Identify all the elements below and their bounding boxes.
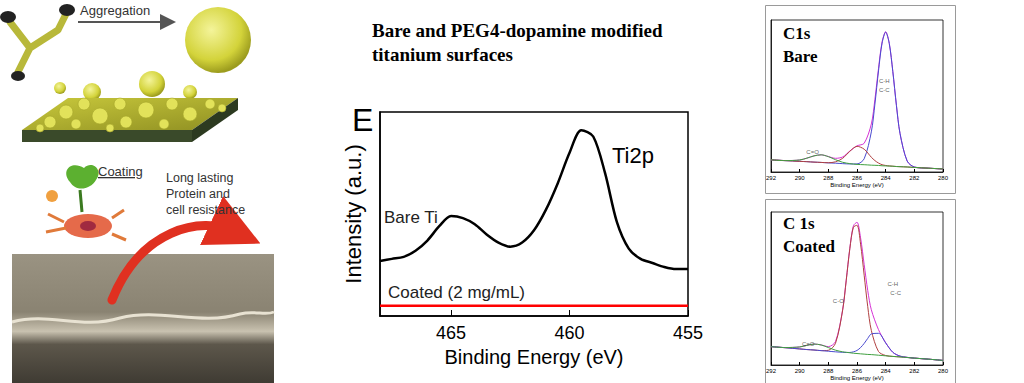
svg-text:284: 284	[881, 175, 892, 181]
svg-text:Binding Energy (eV): Binding Energy (eV)	[830, 375, 884, 381]
svg-text:C-H: C-H	[879, 78, 890, 84]
svg-text:282: 282	[909, 368, 920, 374]
svg-text:Binding Energy (eV): Binding Energy (eV)	[830, 182, 884, 188]
html-text:titanium surfaces: titanium surfaces	[372, 44, 513, 65]
svg-text:286: 286	[852, 368, 863, 374]
svg-text:280: 280	[938, 368, 949, 374]
svg-text:284: 284	[881, 368, 892, 374]
svg-text:455: 455	[673, 323, 703, 343]
svg-text:288: 288	[823, 175, 834, 181]
svg-text:292: 292	[766, 368, 777, 374]
svg-text:C-O: C-O	[833, 298, 844, 304]
svg-text:Binding Energy (eV): Binding Energy (eV)	[445, 346, 624, 368]
svg-text:290: 290	[795, 175, 806, 181]
svg-text:465: 465	[436, 323, 466, 343]
svg-text:Long lasting: Long lasting	[166, 171, 233, 185]
svg-text:Bare Ti: Bare Ti	[384, 208, 438, 227]
svg-text:286: 286	[852, 175, 863, 181]
svg-text:282: 282	[909, 175, 920, 181]
svg-text:E: E	[352, 102, 373, 138]
svg-text:C1s: C1s	[783, 24, 811, 43]
svg-text:C-C: C-C	[890, 290, 901, 296]
svg-text:Ti2p: Ti2p	[612, 143, 654, 168]
svg-text:Protein and: Protein and	[166, 187, 230, 201]
svg-text:280: 280	[938, 175, 949, 181]
svg-text:Intensity (a.u.): Intensity (a.u.)	[341, 144, 366, 283]
svg-text:288: 288	[823, 368, 834, 374]
svg-text:Bare: Bare	[783, 47, 818, 66]
html-text:Bare and PEG4-dopamine modifie: Bare and PEG4-dopamine modified	[372, 20, 663, 41]
svg-text:460: 460	[555, 323, 585, 343]
svg-text:C=O: C=O	[802, 341, 815, 347]
svg-text:Aggregation: Aggregation	[80, 3, 150, 18]
svg-text:C=O: C=O	[806, 149, 819, 155]
svg-text:C-C: C-C	[879, 87, 890, 93]
svg-text:C-H: C-H	[887, 281, 898, 287]
svg-text:Coated: Coated	[783, 237, 835, 256]
svg-text:292: 292	[766, 175, 777, 181]
svg-text:290: 290	[795, 368, 806, 374]
svg-text:Coated (2 mg/mL): Coated (2 mg/mL)	[388, 283, 525, 302]
svg-text:Coating: Coating	[98, 164, 143, 179]
svg-text:C 1s: C 1s	[783, 214, 815, 233]
svg-text:cell resistance: cell resistance	[166, 203, 245, 217]
